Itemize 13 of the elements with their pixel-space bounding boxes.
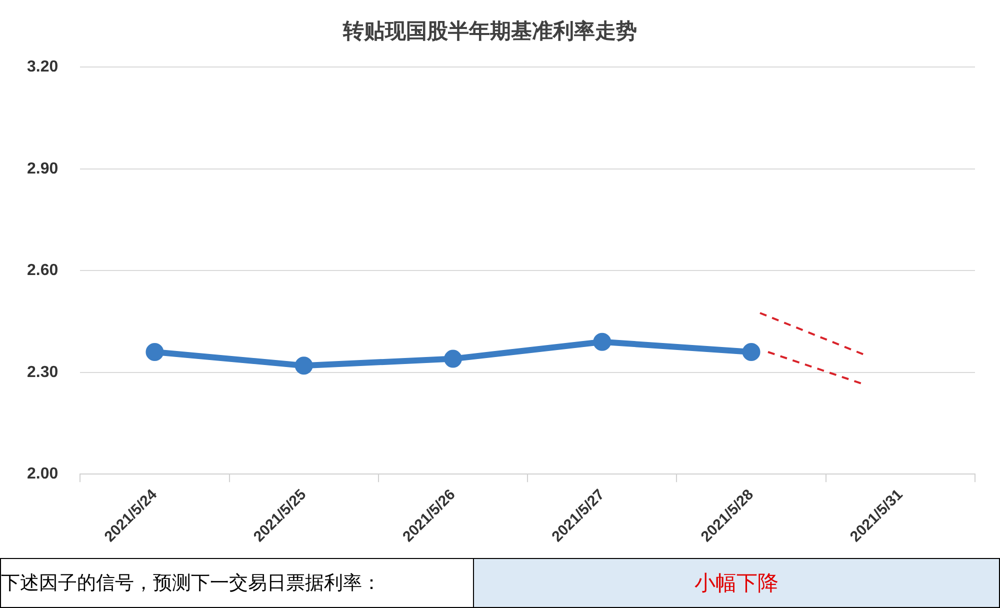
point bbox=[593, 332, 612, 351]
y-tick-label: 2.30 bbox=[27, 364, 58, 381]
y-tick-label: 3.20 bbox=[27, 58, 58, 76]
y-tick-label: 2.00 bbox=[27, 465, 58, 482]
y-tick-label: 2.60 bbox=[27, 262, 58, 280]
text: 小幅下降 bbox=[474, 559, 999, 607]
chart-title: 转贴现国股半年期基准利率走势 bbox=[342, 19, 637, 44]
y-tick-label: 2.90 bbox=[27, 160, 58, 178]
point bbox=[294, 356, 313, 375]
text: 下述因子的信号，预测下一交易日票据利率： bbox=[1, 559, 474, 607]
point bbox=[444, 350, 462, 368]
point bbox=[742, 343, 760, 362]
point bbox=[146, 343, 164, 362]
